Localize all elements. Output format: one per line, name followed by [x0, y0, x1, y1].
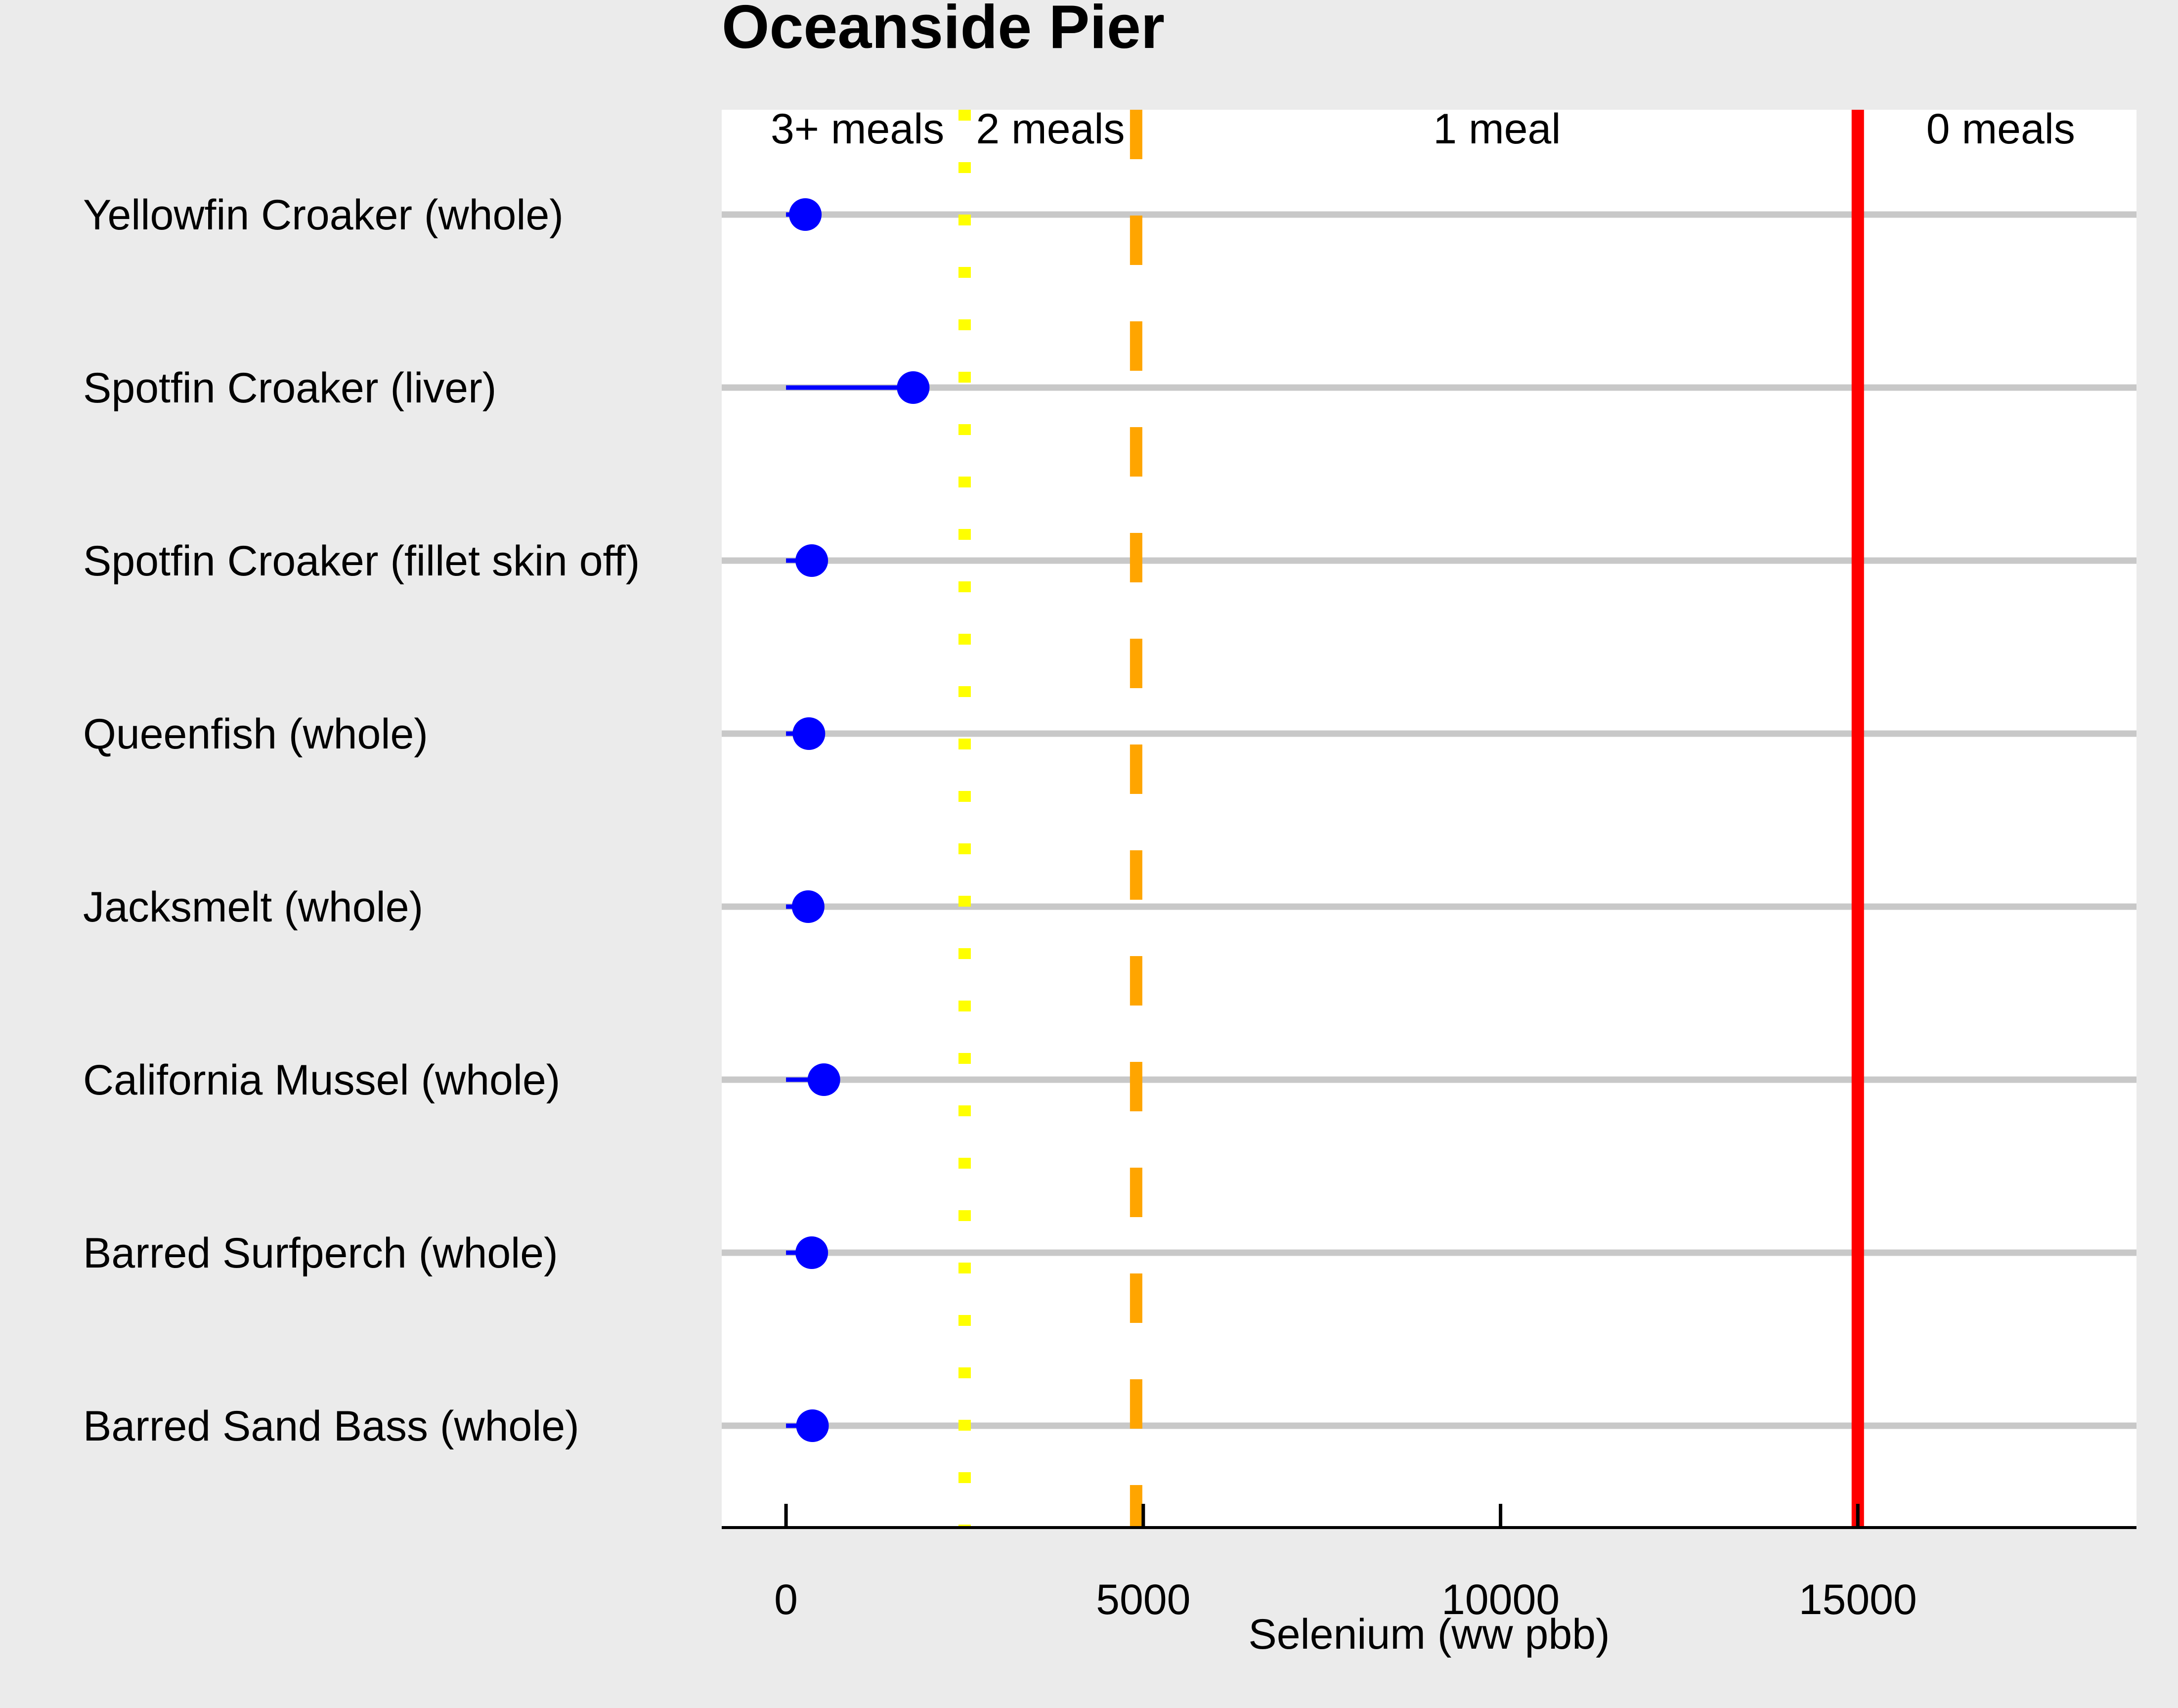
zone-label: 3+ meals [771, 105, 944, 153]
data-points [786, 198, 930, 1442]
data-point [796, 1409, 829, 1442]
category-label: Spotfin Croaker (fillet skin off) [83, 537, 640, 585]
zone-label: 0 meals [1926, 105, 2075, 153]
gridlines [722, 211, 2136, 1429]
threshold-lines [958, 110, 1864, 1528]
x-axis: 0 5000 10000 15000 [722, 1504, 2136, 1623]
data-point [789, 198, 822, 231]
x-axis-label: Selenium (ww pbb) [1248, 1611, 1610, 1658]
data-point [897, 371, 930, 404]
category-label: Barred Surfperch (whole) [83, 1229, 558, 1277]
x-tick-label: 0 [774, 1576, 798, 1623]
category-label: Spotfin Croaker (liver) [83, 364, 496, 412]
plot-panel [722, 110, 2136, 1528]
category-label: California Mussel (whole) [83, 1056, 560, 1104]
category-label: Barred Sand Bass (whole) [83, 1402, 579, 1450]
zone-label: 2 meals [976, 105, 1125, 153]
x-tick-label: 10000 [1441, 1576, 1560, 1623]
data-point [792, 717, 826, 750]
data-point [795, 544, 828, 577]
category-labels: Yellowfin Croaker (whole) Spotfin Croaker… [83, 191, 640, 1450]
chart-title: Oceanside Pier [722, 0, 1165, 61]
zone-labels: 3+ meals 2 meals 1 meal 0 meals [771, 105, 2075, 153]
category-label: Yellowfin Croaker (whole) [83, 191, 564, 239]
data-point [795, 1236, 828, 1269]
x-tick-label: 5000 [1096, 1576, 1190, 1623]
data-point [807, 1063, 840, 1096]
category-label: Jacksmelt (whole) [83, 883, 423, 931]
data-point [791, 890, 825, 923]
category-label: Queenfish (whole) [83, 710, 428, 758]
zone-label: 1 meal [1433, 105, 1561, 153]
x-tick-label: 15000 [1799, 1576, 1917, 1623]
